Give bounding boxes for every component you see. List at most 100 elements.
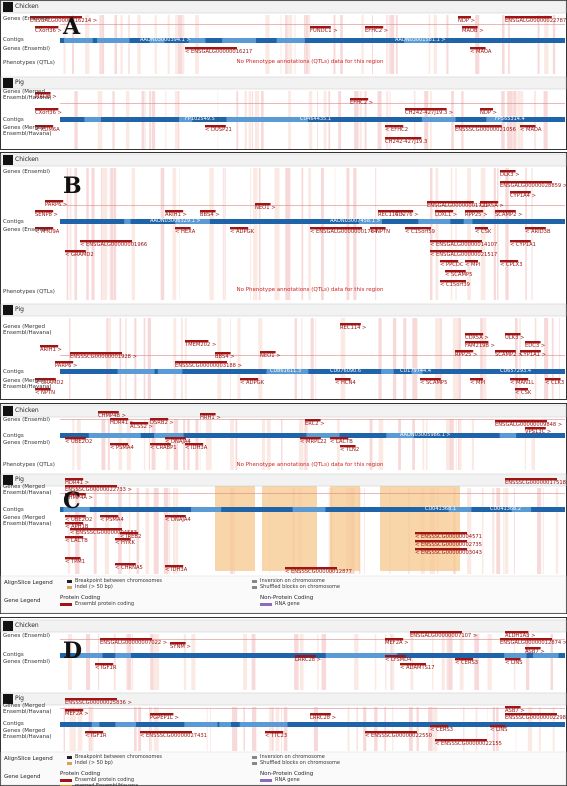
gene-label: < MRPL22 (300, 439, 327, 445)
track-label: Phenotypes (QTLs) (3, 289, 55, 295)
alignment-stripe (134, 707, 137, 751)
alignment-stripe (514, 318, 518, 399)
legend-swatch (67, 762, 72, 765)
alignment-stripe (69, 707, 74, 751)
alignment-stripe (513, 634, 516, 690)
panel-letter: B (63, 173, 82, 199)
alignment-stripe (361, 15, 364, 74)
gene-label: < ADPGK (240, 380, 265, 386)
track-label: Contigs (3, 652, 24, 658)
gene-block (455, 350, 474, 353)
gene-label: < IDH3A (185, 445, 208, 451)
gene-label: ENSGALG00000007107 > (410, 633, 478, 639)
orange-block (330, 479, 360, 571)
gene-label: < IREB2 (120, 534, 142, 540)
alignment-stripe (252, 707, 257, 751)
contig-segment (257, 722, 271, 727)
alignment-stripe (67, 488, 71, 574)
gene-label: < ENSGALG00000001966 (80, 242, 148, 248)
gene-label: ENSSSCG00000017518 > (505, 480, 567, 486)
alignment-stripe (294, 318, 297, 399)
gene-label: DSRB2 > (150, 420, 174, 426)
track-label: Contigs (3, 219, 24, 225)
alignment-stripe (525, 168, 527, 300)
gene-label: < ENSSSCG00000022550 (365, 733, 432, 739)
alignment-stripe (538, 707, 541, 751)
gene-block (385, 638, 404, 641)
alignment-stripe (347, 707, 350, 751)
contig-segment (91, 722, 100, 727)
alignment-stripe (169, 488, 171, 574)
alignment-stripe (155, 634, 160, 690)
alignment-stripe (468, 168, 471, 300)
alignment-stripe (124, 318, 127, 399)
contig-bar (60, 722, 565, 727)
legend-item: Indel (> 50 bp) (75, 760, 113, 766)
gene-label: LRRC28 > (310, 715, 337, 721)
gene-label: < TLN2 (340, 447, 360, 453)
alignment-stripe (285, 168, 289, 300)
alignment-stripe (210, 707, 211, 751)
gene-block (70, 352, 122, 355)
gene-label: BBS4 > (215, 354, 235, 360)
gene-label: ENSGALG00000012874 > (500, 640, 567, 646)
alignment-stripe (305, 15, 309, 74)
alignment-stripe (68, 634, 72, 690)
alignment-stripe (551, 318, 554, 399)
gene-label: < MAOA (520, 127, 542, 133)
alignment-stripe (281, 707, 282, 751)
contig-label: AADN03001581.1 > (395, 37, 446, 43)
track-label: Contigs (3, 369, 24, 375)
gene-block (65, 522, 84, 525)
contig-label: CU657293.4 (500, 368, 532, 374)
gene-label: ENSSSCG00000022733 > (65, 487, 132, 493)
gene-block (130, 422, 149, 425)
legend-title: Gene Legend (4, 774, 41, 780)
gene-label: < HCN4 (335, 380, 356, 386)
alignment-stripe (181, 15, 185, 74)
contig-segment (306, 433, 340, 438)
alignment-stripe (274, 168, 278, 300)
contig-segment (271, 117, 281, 122)
gene-label: < UBE2O2 (65, 439, 93, 445)
contig-segment (154, 433, 171, 438)
gene-block (255, 203, 271, 206)
gene-label: REC114 > (378, 212, 405, 218)
track-label: Phenotypes (QTLs) (3, 462, 55, 468)
legend-heading: Non-Protein Coding (260, 771, 314, 777)
gene-label: CYP1A1 > (520, 352, 546, 358)
track-label: Genes (Merged Ensembl/Havana) (3, 703, 52, 715)
alignment-stripe (86, 168, 89, 300)
alignment-stripe (99, 15, 105, 74)
gene-block (420, 378, 441, 381)
gene-block (520, 125, 536, 128)
alignment-stripe (410, 634, 414, 690)
gene-track-line (60, 639, 565, 640)
alignment-stripe (474, 634, 480, 690)
gene-label: ENSSSCG00000021056 (455, 127, 516, 133)
alignment-stripe (363, 488, 365, 574)
alignment-stripe (206, 419, 211, 470)
gene-block (525, 227, 546, 230)
gene-block (525, 427, 546, 430)
gene-block (30, 16, 82, 19)
alignment-stripe (372, 15, 373, 74)
alignment-stripe (69, 318, 71, 399)
alignment-stripe (93, 488, 95, 574)
alignment-stripe (534, 318, 536, 399)
contig-label: FP102549.5 (185, 116, 215, 122)
gene-block (110, 418, 129, 421)
gene-label: EFHC2 > (365, 28, 389, 34)
alignment-stripe (455, 168, 457, 300)
legend-swatch (260, 779, 272, 782)
alignment-stripe (455, 419, 457, 470)
gene-block (435, 210, 454, 213)
alignment-stripe (178, 15, 182, 74)
alignment-stripe (148, 419, 150, 470)
alignment-stripe (69, 168, 72, 300)
contig-label: CU041368.2 (490, 506, 522, 512)
contig-segment (116, 653, 132, 658)
alignment-stripe (542, 488, 544, 574)
alignment-stripe (237, 318, 241, 399)
